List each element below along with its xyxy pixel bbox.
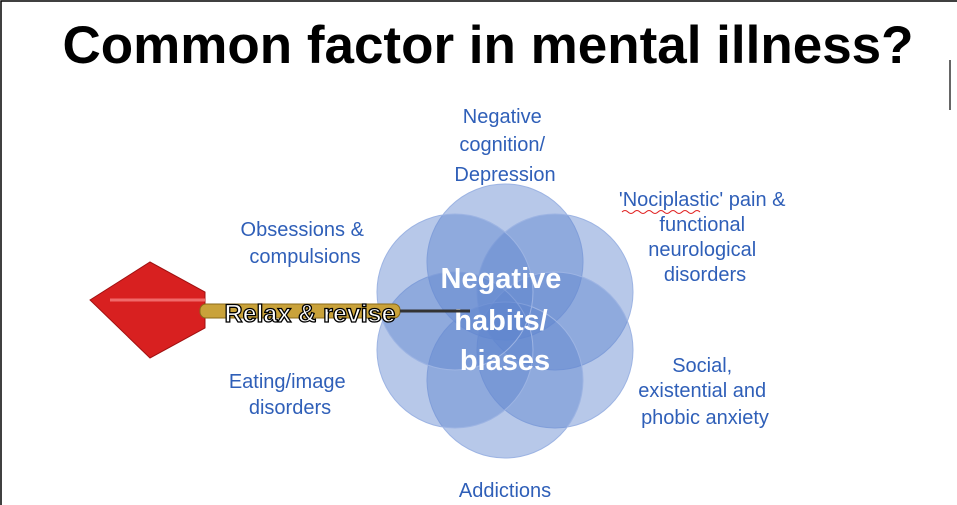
center-line: biases xyxy=(460,345,550,377)
slide: Common factor in mental illness? Negativ… xyxy=(0,0,957,505)
label-line: Social, xyxy=(672,355,732,377)
label-line: Depression xyxy=(454,164,555,186)
label-addictions: Addictions xyxy=(459,480,551,502)
label-line: neurological xyxy=(648,239,756,261)
label-line: Obsessions & xyxy=(241,219,365,241)
label-line: existential and xyxy=(638,380,766,402)
center-line: Negative xyxy=(441,263,562,295)
label-line: 'Nociplastic' pain & xyxy=(619,189,786,211)
title: Common factor in mental illness? xyxy=(62,16,913,75)
center-label: Negative habits/ biases xyxy=(441,263,570,377)
label-depression: Negative cognition/ Depression xyxy=(454,106,555,186)
label-line: phobic anxiety xyxy=(641,407,769,429)
label-line: functional xyxy=(659,214,745,236)
label-line: compulsions xyxy=(249,246,360,268)
label-line: Negative xyxy=(463,106,542,128)
label-line: Addictions xyxy=(459,480,551,502)
label-line: disorders xyxy=(664,264,746,286)
label-line: disorders xyxy=(249,397,331,419)
label-line: cognition/ xyxy=(459,134,545,156)
label-line: Eating/image xyxy=(229,371,346,393)
dart-label: Relax & revise xyxy=(225,300,396,328)
